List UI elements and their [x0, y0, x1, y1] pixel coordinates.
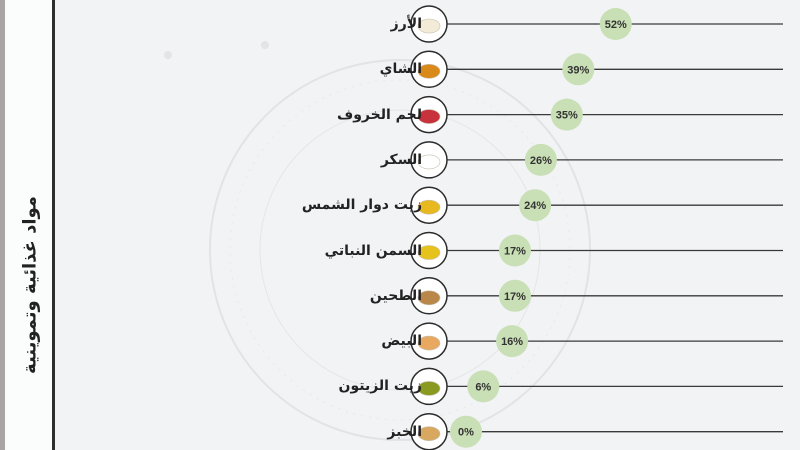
value-bubble: [498, 279, 531, 312]
flour-icon: [417, 290, 441, 306]
chart-row: 52%: [410, 5, 783, 43]
value-label: 16%: [501, 336, 523, 348]
value-bubble: [550, 98, 583, 131]
category-label: زيت الزيتون: [338, 378, 422, 395]
value-bubble: [467, 370, 500, 403]
value-label: 6%: [475, 381, 491, 393]
value-bubble: [498, 234, 531, 267]
eggs-icon: [417, 335, 441, 351]
chart-row: 24%: [410, 186, 783, 224]
category-panel: [5, 0, 52, 450]
chart-row: 26%: [410, 141, 783, 179]
tea-icon: [417, 64, 441, 79]
category-label: لحم الخروف: [336, 106, 422, 123]
value-label: 35%: [556, 110, 578, 122]
value-bubble: [562, 53, 595, 86]
value-label: 39%: [567, 64, 589, 76]
vegetable-ghee-icon: [417, 245, 441, 260]
chart-row: 39%: [410, 50, 783, 89]
chart-row: 17%: [410, 231, 783, 270]
category-label: الخبز: [387, 423, 422, 440]
rice-icon: [417, 18, 441, 34]
category-label: البيض: [381, 333, 422, 350]
value-label: 24%: [524, 200, 546, 212]
chart-row: 16%: [410, 322, 783, 360]
category-label: السكر: [380, 151, 422, 168]
value-bubble: [524, 143, 557, 176]
value-bubble: [496, 325, 529, 358]
value-bubble: [599, 8, 632, 40]
category-label: الطحين: [369, 287, 422, 304]
bread-icon: [417, 426, 441, 442]
category-label: الشاي: [379, 61, 422, 78]
chart-row: 6%: [410, 367, 783, 406]
sunflower-oil-icon: [417, 199, 441, 215]
olive-oil-icon: [417, 381, 441, 396]
divider-line: [52, 0, 55, 450]
chart-row: 35%: [410, 95, 783, 134]
value-bubble: [450, 415, 482, 448]
lamb-meat-icon: [417, 109, 441, 124]
value-label: 17%: [504, 291, 526, 303]
value-bubble: [519, 189, 552, 222]
category-label: الأرز: [390, 16, 422, 32]
value-label: 0%: [458, 427, 474, 439]
value-label: 26%: [530, 155, 552, 167]
category-label: زيت دوار الشمس: [301, 197, 422, 214]
value-label: 17%: [504, 246, 526, 258]
chart-row: 17%: [410, 277, 783, 315]
value-label: 52%: [605, 19, 627, 31]
chart-row: 0%: [410, 412, 783, 450]
sugar-icon: [417, 154, 441, 170]
left-edge-strip: [0, 0, 5, 450]
category-label: السمن النباتي: [324, 242, 422, 259]
